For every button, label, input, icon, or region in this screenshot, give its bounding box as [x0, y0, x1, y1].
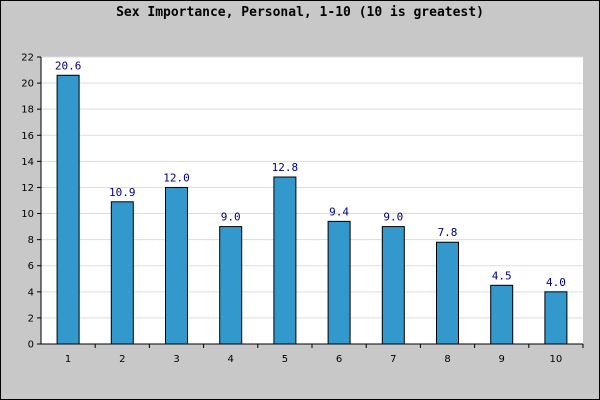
data-label: 12.8: [272, 161, 299, 174]
bar: [56, 74, 80, 345]
x-tick-label: 8: [444, 354, 450, 365]
x-tick-label: 9: [499, 354, 505, 365]
data-label: 4.5: [492, 269, 512, 282]
x-tick-label: 4: [228, 354, 234, 365]
bar: [219, 226, 243, 345]
x-tick-label: 5: [282, 354, 288, 365]
bar: [381, 226, 405, 345]
y-tick-label: 12: [21, 183, 34, 194]
data-label: 9.0: [221, 211, 241, 224]
data-label: 12.0: [163, 171, 190, 184]
x-tick-label: 10: [550, 354, 563, 365]
bar: [273, 176, 297, 345]
bar: [544, 291, 568, 345]
bar: [436, 241, 459, 345]
data-label: 10.9: [109, 186, 136, 199]
bar: [327, 220, 351, 345]
y-tick-label: 6: [28, 261, 34, 272]
y-tick-label: 10: [21, 209, 34, 220]
x-tick-label: 1: [65, 354, 71, 365]
bar: [165, 186, 188, 345]
bar: [110, 201, 134, 345]
data-label: 7.8: [438, 226, 458, 239]
y-tick-label: 4: [28, 287, 34, 298]
y-tick-label: 2: [28, 313, 34, 324]
x-tick-label: 6: [336, 354, 342, 365]
y-tick-label: 16: [21, 131, 34, 142]
y-tick-label: 0: [28, 340, 34, 351]
y-tick-label: 22: [21, 53, 34, 64]
bar: [490, 284, 514, 345]
data-label: 20.6: [55, 59, 82, 72]
y-tick-label: 8: [28, 235, 34, 246]
data-label: 9.4: [329, 205, 349, 218]
x-tick-label: 7: [390, 354, 396, 365]
data-label: 9.0: [383, 211, 403, 224]
y-tick-label: 20: [21, 79, 34, 90]
chart-title: Sex Importance, Personal, 1-10 (10 is gr…: [116, 5, 484, 20]
data-label: 4.0: [546, 276, 566, 289]
y-tick-label: 18: [21, 105, 34, 116]
x-tick-label: 3: [173, 354, 179, 365]
y-tick-label: 14: [21, 157, 34, 168]
x-tick-label: 2: [119, 354, 125, 365]
